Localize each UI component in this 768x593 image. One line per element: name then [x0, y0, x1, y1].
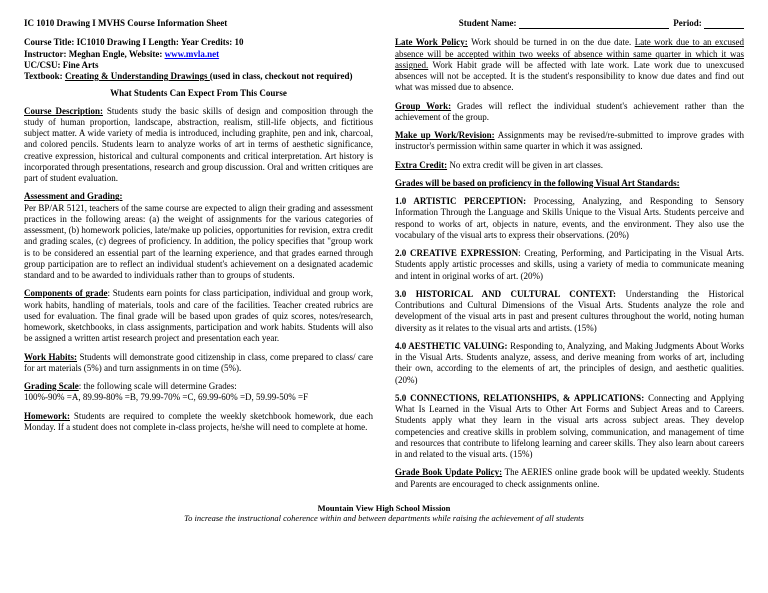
assessment-grading: Assessment and Grading: Per BP/AR 5121, … — [24, 191, 373, 281]
extra-credit: Extra Credit: No extra credit will be gi… — [395, 160, 744, 171]
footer-mission: Mountain View High School Mission — [24, 503, 744, 514]
period-line — [704, 28, 744, 29]
footer-tagline: To increase the instructional coherence … — [24, 513, 744, 524]
content-columns: Course Title: IC1010 Drawing I Length: Y… — [24, 37, 744, 497]
standard-2: 2.0 CREATIVE EXPRESSION: Creating, Perfo… — [395, 248, 744, 282]
instructor-line: Instructor: Meghan Engle, Website: www.m… — [24, 49, 373, 60]
doc-title: IC 1010 Drawing I MVHS Course Informatio… — [24, 18, 227, 29]
footer: Mountain View High School Mission To inc… — [24, 503, 744, 524]
grading-scale: Grading Scale: the following scale will … — [24, 381, 373, 404]
homework: Homework: Students are required to compl… — [24, 411, 373, 434]
course-description: Course Description: Students study the b… — [24, 106, 373, 185]
group-work: Group Work: Grades will reflect the indi… — [395, 101, 744, 124]
standard-4: 4.0 AESTHETIC VALUING: Responding to, An… — [395, 341, 744, 386]
standards-heading: Grades will be based on proficiency in t… — [395, 178, 744, 189]
gradebook-policy: Grade Book Update Policy: The AERIES onl… — [395, 467, 744, 490]
uc-csu-line: UC/CSU: Fine Arts — [24, 60, 373, 71]
right-column: Late Work Policy: Work should be turned … — [395, 37, 744, 497]
left-column: Course Title: IC1010 Drawing I Length: Y… — [24, 37, 373, 497]
late-work-policy: Late Work Policy: Work should be turned … — [395, 37, 744, 93]
work-habits: Work Habits: Students will demonstrate g… — [24, 352, 373, 375]
expect-heading: What Students Can Expect From This Cours… — [24, 88, 373, 99]
student-period: Student Name: Period: — [459, 18, 744, 29]
standard-1: 1.0 ARTISTIC PERCEPTION: Processing, Ana… — [395, 196, 744, 241]
textbook-line: Textbook: Creating & Understanding Drawi… — [24, 71, 373, 82]
components-of-grade: Components of grade: Students earn point… — [24, 288, 373, 344]
student-name-line — [519, 28, 669, 29]
standard-5: 5.0 CONNECTIONS, RELATIONSHIPS, & APPLIC… — [395, 393, 744, 461]
website-link[interactable]: www.mvla.net — [165, 49, 220, 59]
course-info-block: Course Title: IC1010 Drawing I Length: Y… — [24, 37, 373, 82]
makeup-work: Make up Work/Revision: Assignments may b… — [395, 130, 744, 153]
standard-3: 3.0 HISTORICAL AND CULTURAL CONTEXT: Und… — [395, 289, 744, 334]
course-title-line: Course Title: IC1010 Drawing I Length: Y… — [24, 37, 373, 48]
page-header: IC 1010 Drawing I MVHS Course Informatio… — [24, 18, 744, 29]
